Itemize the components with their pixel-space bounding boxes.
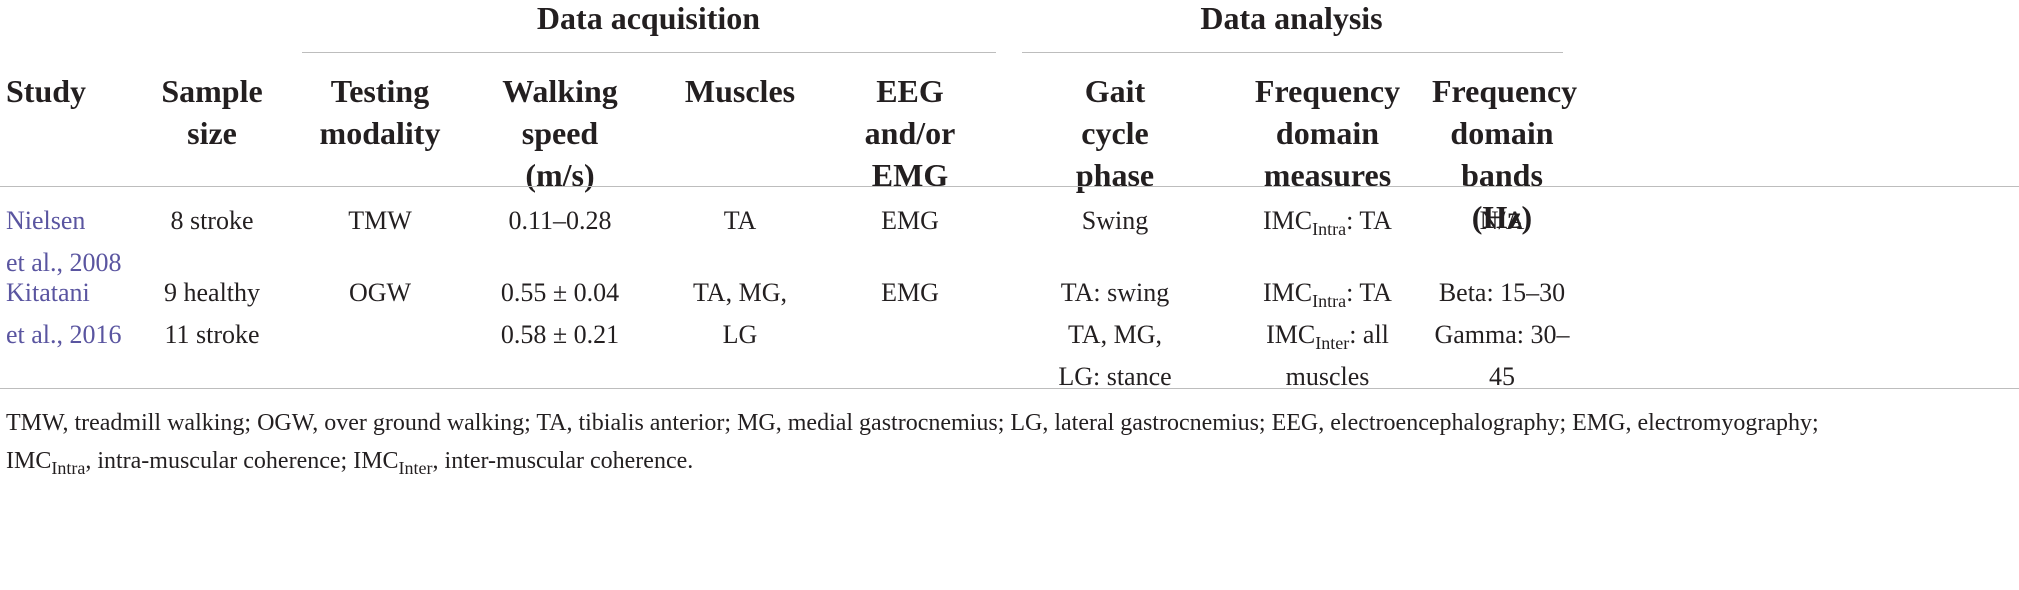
col-header-walking-speed: Walking speed (m/s) [502,73,618,193]
row-2-testing-modality: OGW [348,278,412,307]
col-header-muscles: Muscles [684,73,796,109]
col-header-sample-size: Sample size [161,73,263,151]
header-rule [0,186,2019,187]
col-header-gait-phase: Gait cycle phase [1075,73,1155,193]
col-header-freq-bands: Frequency domain bands (Hz) [1432,73,1578,235]
row-2-walking-speed: 0.55 ± 0.04 0.58 ± 0.21 [500,278,620,349]
footnote-line-2: IMCIntra, intra-muscular coherence; IMCI… [6,448,694,478]
row-2-sample-size: 9 healthy 11 stroke [163,278,261,349]
footnote-line-1: TMW, treadmill walking; OGW, over ground… [6,410,1819,436]
row-2-muscles: TA, MG, LG [693,278,787,349]
col-header-testing-modality: Testing modality [319,73,441,151]
row-2-gait-phase: TA: swing TA, MG, LG: stance [1058,278,1172,391]
row-2-freq-bands: Beta: 15–30 Gamma: 30–45 [1434,278,1570,391]
row-2-eeg-emg: EMG [881,278,939,307]
col-header-eeg-emg: EEG and/or EMG [864,73,956,193]
row-2-freq-measures: IMCIntra: TA IMCInter: all muscles [1263,278,1392,391]
row-1-freq-bands: N/A [1479,206,1525,235]
row-1-muscles: TA [723,206,757,235]
row-1-freq-measures: IMCIntra: TA [1263,206,1392,239]
row-1-study[interactable]: Nielsen et al., 2008 [6,206,122,277]
table-bottom-rule [0,388,2019,389]
table-footnote: TMW, treadmill walking; OGW, over ground… [6,404,2011,480]
col-header-study: Study [6,73,87,109]
group-header-data-acquisition: Data acquisition [536,0,761,36]
row-2-study[interactable]: Kitatani et al., 2016 [6,278,122,349]
row-1-eeg-emg: EMG [881,206,939,235]
group-rule-analysis [1022,52,1563,53]
row-1-walking-speed: 0.11–0.28 [508,206,612,235]
row-1-sample-size: 8 stroke [170,206,254,235]
row-1-testing-modality: TMW [348,206,412,235]
group-rule-acquisition [302,52,996,53]
col-header-freq-measures: Frequency domain measures [1254,73,1401,193]
row-1-gait-phase: Swing [1081,206,1149,235]
group-header-data-analysis: Data analysis [1200,0,1383,36]
